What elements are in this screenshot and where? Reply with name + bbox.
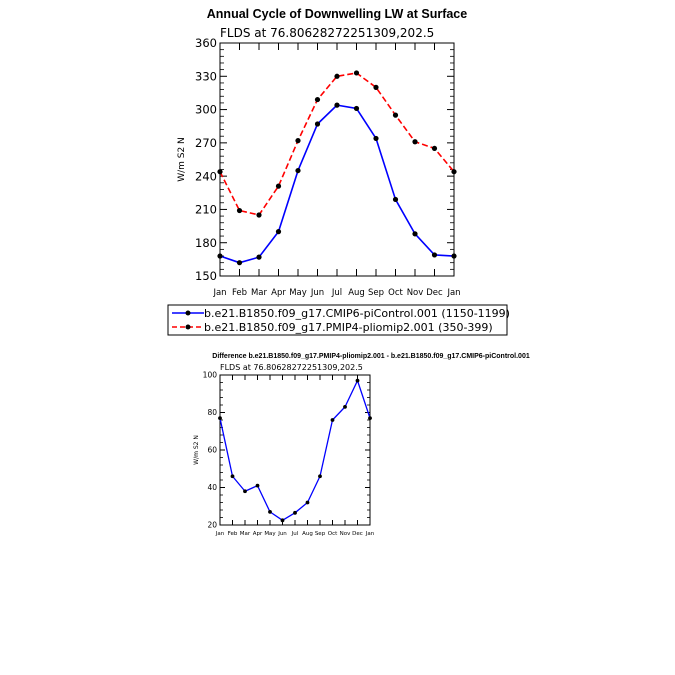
y-tick-label: 270 <box>195 136 217 150</box>
data-point <box>334 102 340 108</box>
legend-label-2: b.e21.B1850.f09_g17.PMIP4-pliomip2.001 (… <box>204 321 493 334</box>
data-point <box>293 510 297 515</box>
x-tick-label: Jun <box>277 531 287 537</box>
x-tick-label: Oct <box>328 531 338 537</box>
data-point <box>217 169 223 175</box>
data-point <box>236 260 243 266</box>
data-point <box>275 229 282 235</box>
data-point <box>295 138 301 144</box>
data-point <box>218 416 222 421</box>
data-point <box>373 135 379 142</box>
x-tick-label: Jan <box>446 288 460 298</box>
x-tick-label: Oct <box>388 288 403 298</box>
x-tick-label: Jun <box>310 288 324 298</box>
legend-marker <box>185 324 191 330</box>
data-point <box>431 145 438 152</box>
series-line-1 <box>219 379 371 521</box>
y-tick-label: 20 <box>207 521 217 530</box>
x-tick-label: Feb <box>228 531 238 537</box>
x-tick-label: Apr <box>271 288 286 298</box>
data-point <box>353 70 360 76</box>
x-tick-label: May <box>264 531 276 537</box>
chart-subtitle: FLDS at 76.80628272251309,202.5 <box>220 363 363 372</box>
data-point <box>412 231 418 237</box>
data-point <box>451 169 457 175</box>
y-axis-label: W/m S2 N <box>193 435 200 465</box>
x-tick-label: Jul <box>331 288 342 298</box>
legend-marker <box>185 310 191 316</box>
data-point <box>412 139 418 145</box>
data-point <box>355 378 360 383</box>
legend-box <box>167 304 508 336</box>
y-tick-label: 100 <box>203 371 218 380</box>
x-tick-label: Dec <box>352 531 363 537</box>
x-tick-label: Jan <box>212 288 226 298</box>
y-tick-label: 60 <box>207 446 217 455</box>
data-point <box>256 212 262 218</box>
y-tick-label: 240 <box>195 169 217 183</box>
chart-title: Difference b.e21.B1850.f09_g17.PMIP4-pli… <box>212 353 530 360</box>
x-tick-label: Aug <box>348 288 365 298</box>
y-tick-label: 300 <box>195 103 217 117</box>
x-tick-label: Jul <box>291 531 299 537</box>
x-tick-label: Jan <box>215 531 225 537</box>
x-tick-label: Mar <box>240 531 251 537</box>
x-tick-label: Apr <box>253 531 263 537</box>
series-line-1 <box>219 104 455 264</box>
y-axis-label: W/m S2 N <box>177 137 187 182</box>
y-tick-label: 40 <box>207 483 217 492</box>
x-tick-label: Mar <box>251 288 268 298</box>
x-tick-label: Aug <box>302 531 313 537</box>
data-point <box>353 105 360 112</box>
data-point <box>230 474 235 479</box>
data-point <box>268 509 272 514</box>
data-point <box>314 121 321 127</box>
chart-1: Annual Cycle of Downwelling LW at Surfac… <box>167 7 510 336</box>
data-point <box>314 96 321 103</box>
data-point <box>318 474 322 479</box>
legend: b.e21.B1850.f09_g17.CMIP6-piControl.001 … <box>167 304 510 336</box>
legend-label-1: b.e21.B1850.f09_g17.CMIP6-piControl.001 … <box>204 307 510 320</box>
y-tick-label: 180 <box>195 236 217 250</box>
x-tick-label: Nov <box>407 288 424 298</box>
y-tick-label: 150 <box>195 269 217 283</box>
data-point <box>334 73 340 79</box>
data-point <box>236 207 243 214</box>
data-point <box>392 112 399 118</box>
x-tick-label: Dec <box>426 288 443 298</box>
plot-frame <box>219 374 371 526</box>
data-point <box>243 489 247 494</box>
series-line-2 <box>219 72 455 216</box>
data-point <box>255 483 260 488</box>
y-tick-label: 330 <box>195 69 217 83</box>
data-point <box>256 254 262 260</box>
data-point <box>280 518 285 523</box>
data-point <box>295 167 301 174</box>
data-point <box>217 253 223 259</box>
data-point <box>373 84 379 90</box>
data-point <box>343 404 347 409</box>
x-tick-label: May <box>289 288 307 298</box>
data-point <box>330 418 335 422</box>
x-tick-label: Feb <box>232 288 247 298</box>
data-point <box>368 416 372 421</box>
data-point <box>305 500 310 505</box>
chart-2: Difference b.e21.B1850.f09_g17.PMIP4-pli… <box>193 353 530 537</box>
x-tick-label: Sep <box>368 288 384 298</box>
data-point <box>431 252 438 258</box>
x-tick-label: Sep <box>315 531 326 537</box>
x-tick-label: Nov <box>340 531 351 537</box>
x-tick-label: Jan <box>365 531 375 537</box>
chart-title: Annual Cycle of Downwelling LW at Surfac… <box>207 7 467 21</box>
chart-subtitle: FLDS at 76.80628272251309,202.5 <box>220 26 434 40</box>
data-point <box>275 183 282 189</box>
y-tick-label: 210 <box>195 203 217 217</box>
data-point <box>392 196 399 203</box>
data-point <box>451 253 457 259</box>
y-tick-label: 80 <box>207 408 217 417</box>
y-tick-label: 360 <box>195 36 217 50</box>
